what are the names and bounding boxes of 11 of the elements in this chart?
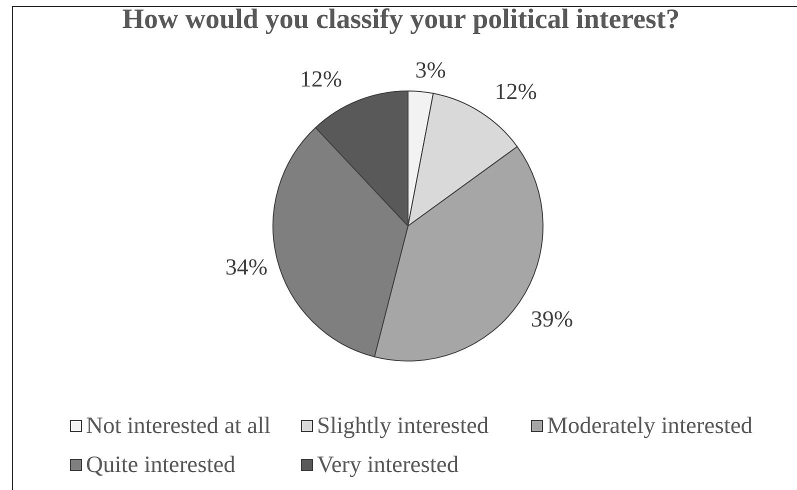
- data-label: 12%: [494, 78, 537, 104]
- legend-label: Moderately interested: [547, 412, 753, 440]
- data-label: 34%: [225, 254, 268, 280]
- data-label: 12%: [300, 66, 342, 92]
- chart-title: How would you classify your political interest?: [121, 4, 681, 36]
- data-label: 3%: [415, 57, 446, 82]
- data-label: 39%: [530, 306, 574, 332]
- legend-label: Not interested at all: [86, 412, 271, 440]
- legend-label: Slightly interested: [317, 412, 489, 440]
- legend-label: Very interested: [317, 452, 459, 478]
- legend-label: Quite interested: [86, 452, 236, 478]
